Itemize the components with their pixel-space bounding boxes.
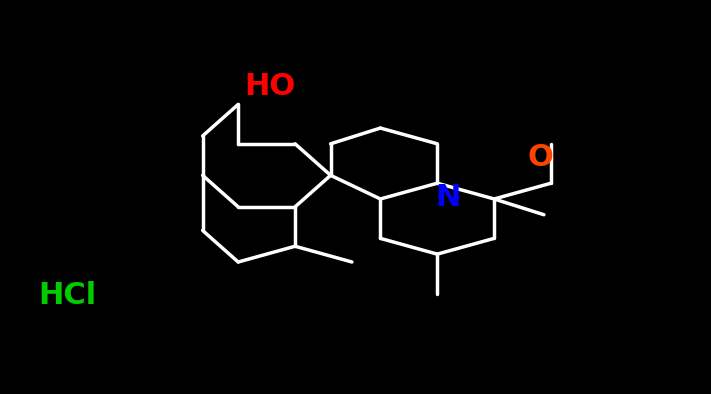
Text: HO: HO <box>245 72 296 101</box>
Text: HCl: HCl <box>38 281 97 310</box>
Text: O: O <box>528 143 553 172</box>
Text: N: N <box>435 182 461 212</box>
